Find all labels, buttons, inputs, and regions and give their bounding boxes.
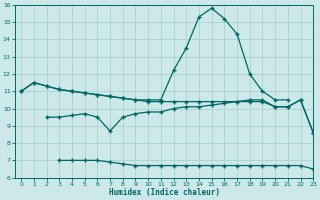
X-axis label: Humidex (Indice chaleur): Humidex (Indice chaleur) bbox=[108, 188, 220, 197]
